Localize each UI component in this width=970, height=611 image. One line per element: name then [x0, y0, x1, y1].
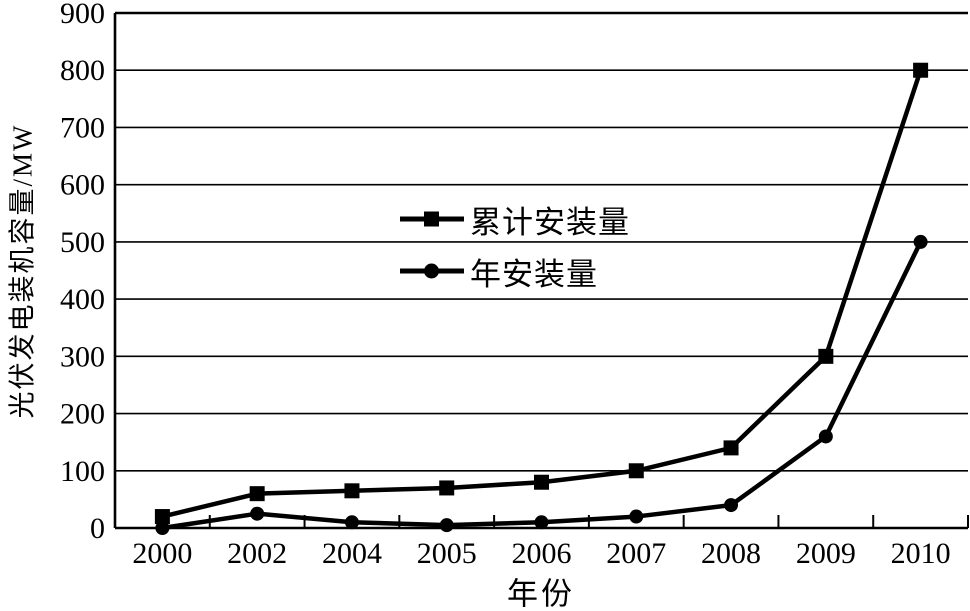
- x-tick-label: 2009: [796, 537, 856, 570]
- data-point-square: [913, 62, 929, 78]
- data-point-square: [628, 463, 644, 479]
- data-point-circle: [724, 498, 739, 513]
- x-tick-label: 2005: [417, 537, 477, 570]
- data-point-circle: [818, 429, 833, 444]
- data-point-circle: [629, 509, 644, 524]
- gridlines: [115, 69, 968, 472]
- y-axis-title: 光伏发电装机容量/MW: [7, 123, 38, 419]
- data-point-square: [534, 474, 549, 490]
- x-tick-label: 2000: [132, 537, 192, 570]
- x-tick-label: 2008: [701, 537, 761, 570]
- legend-entry-cumulative: 累计安装量: [399, 193, 630, 245]
- y-tick-label: 0: [90, 512, 105, 545]
- x-tick-label: 2010: [891, 537, 951, 570]
- y-tick-label: 100: [60, 455, 105, 488]
- y-tick-label: 800: [60, 54, 105, 87]
- data-point-square: [439, 480, 455, 496]
- legend-circle-marker-icon: [400, 263, 464, 279]
- x-tick-label: 2007: [606, 537, 666, 570]
- y-tick-labels: 0 100 200 300 400 500 600 700 800 900: [60, 0, 105, 545]
- y-tick-label: 200: [60, 398, 105, 431]
- y-tick-label: 300: [60, 340, 105, 373]
- data-point-circle: [155, 521, 170, 535]
- legend-label-annual: 年安装量: [470, 256, 598, 292]
- data-point-circle: [439, 518, 454, 533]
- data-point-circle: [534, 515, 549, 530]
- x-tick-label: 2006: [512, 537, 572, 570]
- data-point-circle: [913, 234, 928, 249]
- data-point-square: [818, 348, 834, 364]
- data-point-square: [249, 486, 265, 502]
- legend-label-cumulative: 累计安装量: [470, 204, 630, 240]
- y-tick-label: 700: [60, 111, 105, 144]
- x-tick-label: 2002: [227, 537, 287, 570]
- x-tick-label: 2004: [322, 537, 382, 570]
- data-point-circle: [250, 506, 265, 521]
- data-point-square: [154, 509, 170, 525]
- data-point-circle: [344, 515, 359, 530]
- legend-square-marker-icon: [400, 211, 464, 227]
- series-cumulative: [154, 62, 929, 525]
- y-tick-label: 600: [60, 169, 105, 202]
- legend-entry-annual: 年安装量: [399, 245, 630, 297]
- data-point-square: [344, 483, 360, 499]
- data-point-square: [723, 440, 739, 456]
- x-axis-title: 年份: [507, 576, 575, 611]
- y-tick-label: 400: [60, 283, 105, 316]
- x-tick-labels: 2000 2002 2004 2005 2006 2007 2008 2009 2010: [132, 537, 950, 570]
- y-tick-label: 900: [60, 0, 105, 30]
- series-annual: [155, 234, 928, 535]
- chart-legend: 累计安装量 年安装量: [399, 193, 630, 297]
- y-tick-label: 500: [60, 226, 105, 259]
